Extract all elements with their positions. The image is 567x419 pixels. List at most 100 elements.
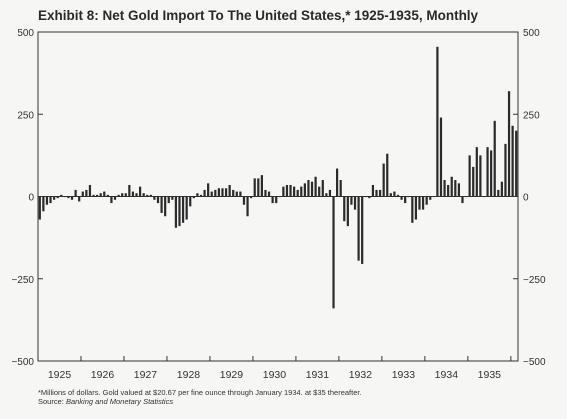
bar	[56, 196, 59, 199]
bar	[389, 193, 392, 197]
bar	[507, 91, 511, 197]
bar	[178, 196, 181, 227]
bar	[418, 196, 421, 210]
x-tick-label: 1928	[177, 369, 201, 381]
bar	[346, 196, 349, 227]
bar	[142, 193, 145, 197]
bar	[436, 46, 439, 197]
bar	[511, 125, 514, 197]
bar	[414, 196, 418, 220]
bar	[60, 194, 63, 197]
bar	[199, 194, 203, 197]
bar	[181, 196, 185, 223]
bar	[497, 189, 500, 197]
x-tick-label: 1925	[48, 369, 72, 381]
bar	[267, 191, 271, 197]
bar	[307, 180, 310, 197]
y-tick-label-left: 500	[17, 28, 34, 39]
bar	[124, 193, 127, 197]
bar	[293, 186, 296, 197]
bar	[135, 193, 138, 197]
bar	[472, 166, 475, 197]
bar	[439, 117, 443, 197]
bar	[70, 196, 74, 200]
source-label: Source:	[38, 397, 64, 406]
bar	[318, 186, 321, 197]
bar	[393, 191, 396, 197]
bar	[156, 196, 160, 204]
bar	[500, 181, 503, 197]
x-tick-label: 1933	[392, 369, 416, 381]
bar	[425, 196, 428, 205]
bar	[207, 183, 210, 197]
bar	[103, 191, 106, 197]
chart-title: Exhibit 8: Net Gold Import To The United…	[38, 8, 479, 23]
bar	[479, 155, 482, 197]
bar	[475, 147, 478, 197]
bar	[396, 194, 400, 197]
bar	[164, 196, 167, 217]
bar	[203, 189, 206, 197]
bar	[232, 189, 235, 197]
bar	[278, 196, 281, 198]
bar	[38, 196, 41, 220]
bar	[74, 189, 77, 197]
bar	[447, 184, 450, 197]
bar	[113, 196, 117, 200]
bar	[296, 189, 299, 197]
bar	[167, 196, 170, 204]
bar	[443, 180, 446, 197]
bar	[368, 196, 371, 199]
bar	[407, 196, 410, 198]
bar	[404, 196, 407, 204]
bar	[210, 191, 213, 197]
x-tick-label: 1926	[91, 369, 115, 381]
bar	[429, 196, 432, 200]
bar	[321, 180, 324, 197]
bar	[260, 175, 263, 197]
bar	[515, 130, 518, 197]
bar	[310, 181, 314, 197]
bar	[53, 196, 56, 200]
bar	[371, 184, 375, 197]
bar	[411, 196, 414, 223]
bar	[189, 196, 192, 207]
bar	[353, 196, 357, 210]
bar	[235, 191, 238, 197]
x-tick-label: 1934	[435, 369, 459, 381]
footnote-note: *Millions of dollars. Gold valued at $20…	[38, 388, 362, 397]
bar	[146, 194, 149, 197]
bar	[49, 196, 52, 204]
bar-series	[38, 46, 518, 309]
bar	[421, 196, 425, 210]
bar	[275, 196, 278, 204]
y-tick-label-left: 250	[17, 110, 34, 121]
bar	[246, 196, 249, 217]
bar	[185, 196, 188, 220]
bar	[464, 196, 468, 198]
footnote: *Millions of dollars. Gold valued at $20…	[38, 388, 362, 406]
bar	[357, 196, 360, 261]
source-text: Banking and Monetary Statistics	[65, 397, 174, 406]
bar	[332, 196, 335, 309]
bar	[99, 193, 102, 197]
bar	[314, 176, 317, 197]
bar	[335, 168, 339, 197]
bar	[153, 196, 156, 200]
y-tick-label-left: 0	[28, 193, 34, 204]
bar	[282, 186, 285, 197]
bar	[131, 191, 135, 197]
y-tick-label-right: 250	[523, 110, 540, 121]
bar	[386, 153, 389, 197]
bar	[242, 196, 246, 205]
y-tick-label-right: −500	[523, 357, 546, 368]
bar	[343, 196, 346, 222]
bar	[339, 180, 342, 197]
y-tick-label-left: −250	[11, 275, 34, 286]
bar	[88, 184, 92, 197]
bar	[196, 193, 199, 197]
bar	[364, 196, 367, 198]
bar	[171, 196, 174, 200]
bar	[224, 188, 228, 197]
bar	[92, 194, 95, 197]
